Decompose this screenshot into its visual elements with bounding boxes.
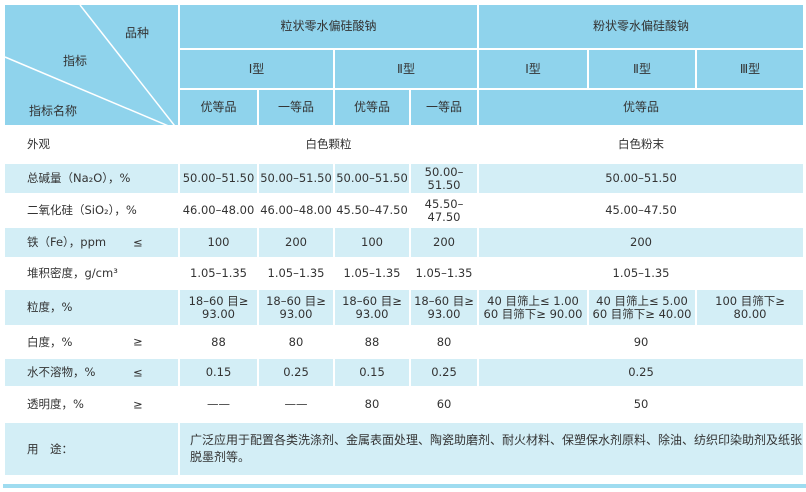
row-comparator: ≤ bbox=[133, 235, 143, 249]
value-cell: 80 bbox=[259, 327, 333, 357]
value-cell: 1.05–1.35 bbox=[180, 259, 257, 288]
grade-header: 一等品 bbox=[259, 90, 333, 125]
type-header: Ⅱ型 bbox=[335, 50, 478, 88]
corner-variety: 品种 bbox=[125, 26, 150, 40]
value-cell: 0.25 bbox=[479, 359, 804, 386]
value-cell: 40 目筛上≤ 1.00 60 目筛下≥ 90.00 bbox=[479, 290, 588, 325]
row-label: 外观 bbox=[27, 137, 50, 151]
value-cell: 18–60 目≥ 93.00 bbox=[259, 290, 333, 325]
row-label-cell: 堆积密度，g/cm³ bbox=[5, 259, 178, 288]
row-comparator: ≥ bbox=[133, 397, 143, 411]
value-cell: 80 bbox=[411, 327, 478, 357]
value-cell: 90 bbox=[479, 327, 804, 357]
value-cell: 50.00–51.50 bbox=[259, 164, 333, 193]
row-label-cell: 水不溶物，% ≤ bbox=[5, 359, 178, 386]
grade-header: 优等品 bbox=[180, 90, 257, 125]
table-row: 堆积密度，g/cm³ 1.05–1.35 1.05–1.35 1.05–1.35 1.0… bbox=[5, 259, 804, 288]
value-cell: 88 bbox=[335, 327, 409, 357]
value-cell: 0.25 bbox=[411, 359, 478, 386]
row-label: 堆积密度，g/cm³ bbox=[27, 266, 118, 280]
value-cell: 50.00–51.50 bbox=[335, 164, 409, 193]
type-header: Ⅰ型 bbox=[180, 50, 333, 88]
group-powder: 粉状零水偏硅酸钠 bbox=[479, 5, 804, 48]
value-cell: 18–60 目≥ 93.00 bbox=[411, 290, 478, 325]
table-row: 铁（Fe），ppm ≤100 200 100 200 200 bbox=[5, 228, 804, 257]
usage-label: 用 途： bbox=[5, 423, 178, 475]
row-label: 铁（Fe），ppm bbox=[27, 235, 107, 249]
group-granular: 粒状零水偏硅酸钠 bbox=[180, 5, 478, 48]
row-label-cell: 透明度，% ≥ bbox=[5, 388, 178, 421]
value-cell: 白色颗粒 bbox=[180, 127, 478, 162]
type-header: Ⅲ型 bbox=[697, 50, 804, 88]
bottom-rule bbox=[3, 484, 806, 488]
table-row: 粒度，% 18–60 目≥ 93.00 18–60 目≥ 93.00 18–60 目≥… bbox=[5, 290, 804, 325]
value-cell: 1.05–1.35 bbox=[335, 259, 409, 288]
value-cell: 88 bbox=[180, 327, 257, 357]
grade-header: 优等品 bbox=[479, 90, 804, 125]
row-label-cell: 外观 bbox=[5, 127, 178, 162]
value-cell: 80 bbox=[335, 388, 409, 421]
row-label: 透明度，% bbox=[27, 397, 84, 411]
value-cell: 0.25 bbox=[259, 359, 333, 386]
value-cell: 100 目筛下≥ 80.00 bbox=[697, 290, 804, 325]
spec-table: 品种 指标 指标名称 粒状零水偏硅酸钠 粉状零水偏硅酸钠 Ⅰ型 Ⅱ型 Ⅰ型 Ⅱ型… bbox=[3, 3, 805, 477]
value-cell: 100 bbox=[180, 228, 257, 257]
value-cell: 1.05–1.35 bbox=[259, 259, 333, 288]
row-label: 二氧化硅（SiO₂），% bbox=[27, 203, 137, 217]
value-cell: —— bbox=[180, 388, 257, 421]
table-row: 水不溶物，% ≤0.15 0.25 0.15 0.25 0.25 bbox=[5, 359, 804, 386]
type-header: Ⅰ型 bbox=[479, 50, 588, 88]
usage-row: 用 途： 广泛应用于配置各类洗涤剂、金属表面处理、陶瓷助磨剂、耐火材料、保塑保水剂… bbox=[5, 423, 804, 475]
header-corner: 品种 指标 指标名称 bbox=[5, 5, 178, 125]
row-label: 总碱量（Na₂O），% bbox=[27, 171, 131, 185]
value-cell: 45.50–47.50 bbox=[411, 195, 478, 226]
table-row: 二氧化硅（SiO₂），% 46.00–48.00 46.00–48.00 45.50–… bbox=[5, 195, 804, 226]
row-label: 水不溶物，% bbox=[27, 365, 96, 379]
value-cell: 46.00–48.00 bbox=[180, 195, 257, 226]
value-cell: 0.15 bbox=[335, 359, 409, 386]
grade-header: 一等品 bbox=[411, 90, 478, 125]
row-label: 粒度，% bbox=[27, 300, 73, 314]
row-comparator: ≥ bbox=[133, 334, 143, 349]
value-cell: 18–60 目≥ 93.00 bbox=[335, 290, 409, 325]
table-row: 白度，% ≥88 80 88 80 90 bbox=[5, 327, 804, 357]
row-label: 白度，% bbox=[27, 334, 73, 349]
row-label-cell: 总碱量（Na₂O），% bbox=[5, 164, 178, 193]
row-label-cell: 二氧化硅（SiO₂），% bbox=[5, 195, 178, 226]
value-cell: 白色粉末 bbox=[479, 127, 804, 162]
value-cell: 1.05–1.35 bbox=[479, 259, 804, 288]
usage-text: 广泛应用于配置各类洗涤剂、金属表面处理、陶瓷助磨剂、耐火材料、保塑保水剂原料、除… bbox=[180, 423, 804, 475]
value-cell: 50.00–51.50 bbox=[479, 164, 804, 193]
row-comparator: ≤ bbox=[133, 365, 143, 379]
value-cell: 200 bbox=[259, 228, 333, 257]
table-row: 总碱量（Na₂O），% 50.00–51.50 50.00–51.50 50.00–5… bbox=[5, 164, 804, 193]
value-cell: 200 bbox=[479, 228, 804, 257]
value-cell: 100 bbox=[335, 228, 409, 257]
value-cell: 18–60 目≥ 93.00 bbox=[180, 290, 257, 325]
value-cell: 45.00–47.50 bbox=[479, 195, 804, 226]
row-label-cell: 粒度，% bbox=[5, 290, 178, 325]
value-cell: 45.50–47.50 bbox=[335, 195, 409, 226]
grade-header: 优等品 bbox=[335, 90, 409, 125]
value-cell: 1.05–1.35 bbox=[411, 259, 478, 288]
corner-indicator-name: 指标名称 bbox=[29, 104, 78, 118]
value-cell: 0.15 bbox=[180, 359, 257, 386]
corner-indicator: 指标 bbox=[63, 54, 88, 68]
table-row: 外观 白色颗粒 白色粉末 bbox=[5, 127, 804, 162]
type-header: Ⅱ型 bbox=[589, 50, 696, 88]
value-cell: —— bbox=[259, 388, 333, 421]
value-cell: 40 目筛上≤ 5.00 60 目筛下≥ 40.00 bbox=[589, 290, 696, 325]
value-cell: 200 bbox=[411, 228, 478, 257]
value-cell: 50.00–51.50 bbox=[180, 164, 257, 193]
value-cell: 50 bbox=[479, 388, 804, 421]
value-cell: 60 bbox=[411, 388, 478, 421]
table-row: 透明度，% ≥ —— —— 80 60 50 bbox=[5, 388, 804, 421]
value-cell: 46.00–48.00 bbox=[259, 195, 333, 226]
value-cell: 50.00–51.50 bbox=[411, 164, 478, 193]
row-label-cell: 白度，% ≥ bbox=[5, 327, 178, 357]
row-label-cell: 铁（Fe），ppm ≤ bbox=[5, 228, 178, 257]
